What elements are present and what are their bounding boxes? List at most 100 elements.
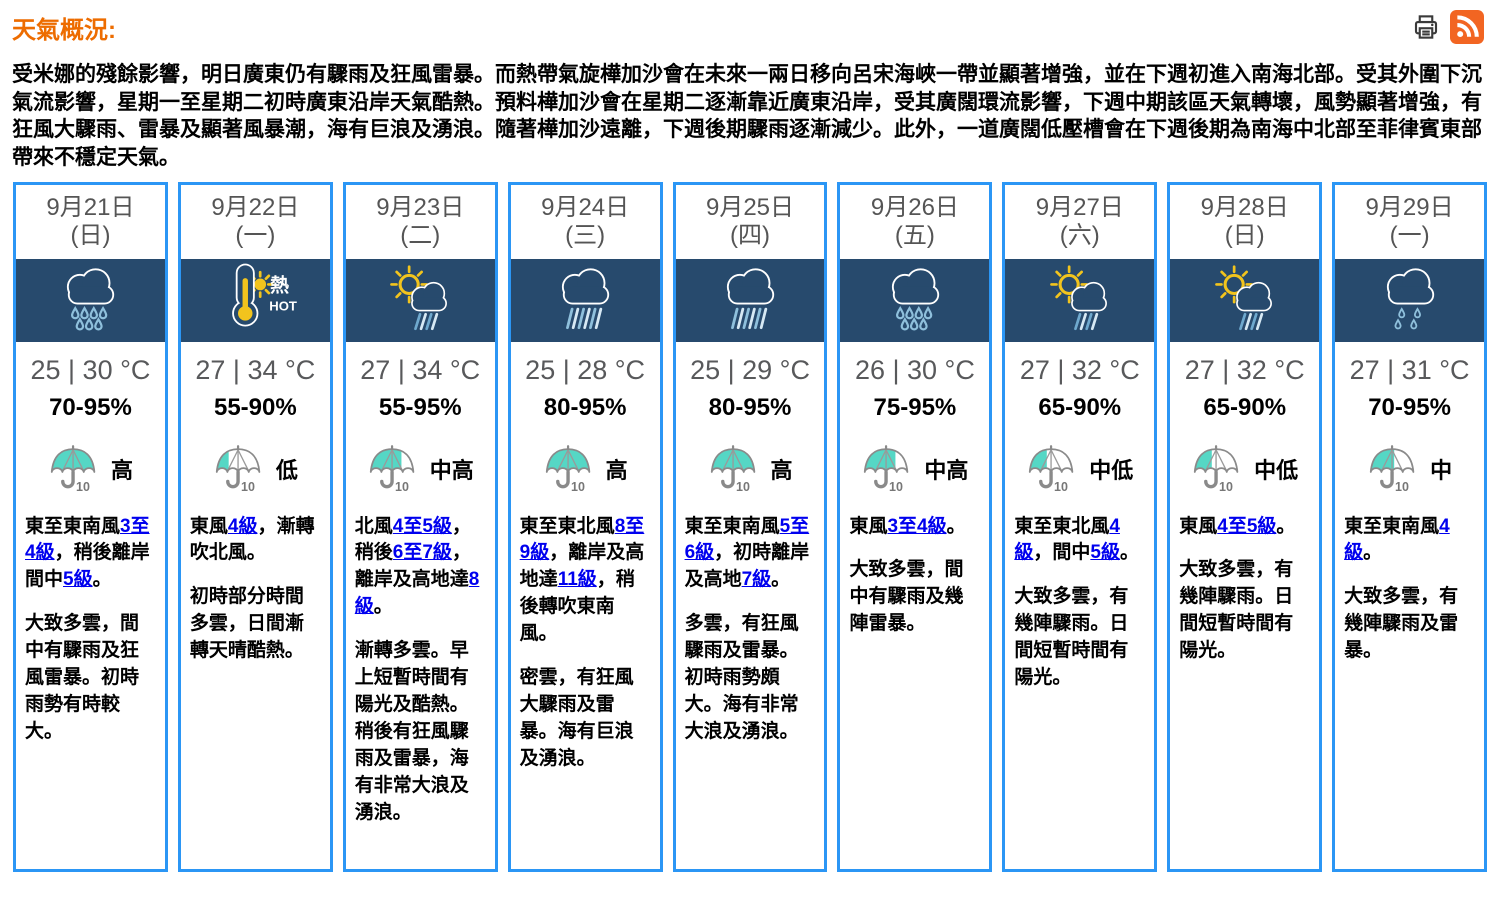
weather-banner: 熱 HOT (180, 258, 330, 342)
wind-text-segment: 東風 (1179, 515, 1218, 537)
print-button[interactable] (1411, 12, 1441, 42)
wind-text-segment: 北風 (354, 515, 393, 537)
temperature-range: 26 | 30 °C (854, 354, 975, 385)
weather-banner (1005, 258, 1155, 342)
light-rain-icon (1373, 260, 1447, 341)
temperature-range: 27 | 34 °C (195, 354, 316, 385)
rain-probability: 10 高 (16, 444, 165, 494)
weather-description-text: 密雲，有狂風大驟雨及雷暴。海有巨浪及湧浪。 (519, 667, 634, 770)
wind-text-segment: 東至東南風 (25, 515, 121, 537)
wind-speed-link[interactable]: 6至7級 (392, 542, 452, 564)
wind-speed-link[interactable]: 11級 (557, 569, 597, 591)
wind-speed-link[interactable]: 5級 (63, 569, 93, 591)
weather-banner (1335, 258, 1485, 342)
wind-text-segment: 東風 (849, 515, 888, 537)
rss-button[interactable] (1450, 10, 1484, 44)
wind-text-segment: 。 (1119, 542, 1139, 564)
umbrella-psr-icon: 10 (369, 444, 414, 494)
sun-shower-icon (1042, 260, 1118, 341)
wind-speed-link[interactable]: 3至4級 (887, 515, 947, 537)
date-label: 9月22日 (一) (211, 193, 300, 250)
wind-text-segment: 。 (1363, 542, 1383, 564)
humidity-range: 55-90% (213, 393, 297, 421)
umbrella-psr-icon: 10 (710, 444, 755, 494)
weather-description-text: 初時部分時間多雲，日間漸轉天晴酷熱。 (189, 586, 304, 662)
wind-text-segment: 東至東北風 (1014, 515, 1110, 537)
wind-speed-link[interactable]: 4至5級 (1217, 515, 1277, 537)
weather-banner (675, 258, 825, 342)
weather-description-text: 多雲，有狂風驟雨及雷暴。初時雨勢頗大。海有非常大浪及湧浪。 (684, 613, 799, 743)
humidity-range: 65-90% (1203, 393, 1287, 421)
wind-speed-link[interactable]: 4級 (227, 515, 258, 537)
date-label: 9月25日 (四) (705, 193, 795, 250)
wind-forecast-text: 東至東南風3至4級，稍後離岸間中5級。 (25, 514, 156, 595)
header-actions (1411, 10, 1484, 44)
temperature-range: 27 | 31 °C (1349, 354, 1470, 385)
forecast-card: 9月27日 (六) 27 | 32 °C 65-90% 10 中低 東至東北風4級… (1002, 181, 1158, 872)
svg-text:10: 10 (736, 480, 750, 494)
wind-text-segment: ，漸轉吹北風。 (189, 515, 315, 564)
wind-speed-link[interactable]: 4級 (1014, 515, 1120, 564)
wind-text-segment: 。 (771, 569, 791, 591)
svg-text:10: 10 (1054, 480, 1068, 494)
rain-probability-label: 高 (770, 457, 793, 483)
weather-banner (1170, 258, 1320, 342)
weather-summary-text: 受米娜的殘餘影響，明日廣東仍有驟雨及狂風雷暴。而熱帶氣旋樺加沙會在未來一兩日移向… (12, 63, 1482, 170)
svg-text:10: 10 (76, 480, 90, 494)
wind-text-segment: ，間中 (1033, 542, 1091, 564)
rain-cloud-icon (878, 260, 952, 341)
wind-text-segment: 東至東南風 (1344, 515, 1440, 537)
sun-shower-icon (382, 260, 458, 341)
umbrella-psr-icon: 10 (1369, 444, 1415, 494)
wind-speed-link[interactable]: 5級 (1090, 542, 1120, 564)
wind-text-segment: ，初時離岸及高地 (684, 542, 810, 591)
humidity-range: 80-95% (543, 393, 627, 421)
humidity-range: 75-95% (873, 393, 957, 421)
rain-probability-label: 高 (605, 457, 628, 483)
rain-probability-label: 高 (110, 457, 133, 483)
rain-probability: 10 中高 (346, 444, 495, 494)
wind-text-segment: 。 (946, 515, 966, 537)
forecast-card: 9月25日 (四) 25 | 29 °C 80-95% 10 高 東至東南風5至6… (672, 181, 828, 872)
wind-speed-link[interactable]: 7級 (741, 569, 772, 591)
svg-text:10: 10 (1395, 480, 1409, 494)
wind-text-segment: ，稍後 (354, 515, 471, 564)
rain-probability-label: 中高 (429, 457, 474, 483)
svg-text:10: 10 (395, 480, 409, 494)
wind-speed-link[interactable]: 4級 (1344, 515, 1450, 564)
humidity-range: 65-90% (1038, 393, 1122, 421)
rain-probability-label: 中 (1430, 457, 1453, 483)
date-label: 9月26日 (五) (870, 193, 959, 250)
date-label: 9月24日 (三) (541, 193, 630, 250)
rain-probability: 10 中低 (1005, 444, 1154, 494)
svg-text:HOT: HOT (269, 298, 297, 313)
wind-text-segment: ，稍後轉吹東南風。 (519, 569, 635, 645)
wind-text-segment: 東至東南風 (684, 515, 780, 537)
svg-text:10: 10 (571, 480, 585, 494)
wind-speed-link[interactable]: 8級 (354, 569, 480, 618)
wind-speed-link[interactable]: 8至9級 (519, 515, 645, 564)
temperature-range: 27 | 34 °C (360, 354, 481, 385)
humidity-range: 55-95% (378, 393, 462, 421)
wind-forecast-text: 東風3至4級。 (849, 514, 980, 541)
date-label: 9月29日 (一) (1365, 193, 1454, 250)
wind-forecast-text: 東至東北風4級，間中5級。 (1014, 514, 1145, 568)
wind-text-segment: 。 (92, 569, 112, 591)
page-title: 天氣概況: (12, 17, 116, 44)
umbrella-psr-icon: 10 (50, 444, 96, 494)
weather-description-text: 漸轉多雲。早上短暫時間有陽光及酷熱。稍後有狂風驟雨及雷暴，海有非常大浪及湧浪。 (354, 640, 469, 824)
wind-speed-link[interactable]: 3至4級 (25, 515, 150, 564)
temperature-range: 25 | 30 °C (30, 354, 151, 385)
wind-speed-link[interactable]: 5至6級 (684, 515, 810, 564)
rain-probability-label: 中低 (1254, 457, 1299, 483)
wind-forecast-text: 東風4級，漸轉吹北風。 (190, 514, 321, 568)
rain-probability-label: 中低 (1089, 457, 1134, 483)
rain-probability: 10 中低 (1170, 444, 1319, 494)
date-label: 9月27日 (六) (1035, 193, 1124, 250)
wind-speed-link[interactable]: 4至5級 (392, 515, 452, 537)
rain-probability: 10 中 (1335, 444, 1484, 494)
umbrella-psr-icon: 10 (1029, 444, 1074, 494)
hot-icon: 熱 HOT (205, 260, 306, 341)
umbrella-psr-icon: 10 (215, 444, 261, 494)
rain-probability-label: 低 (275, 457, 298, 483)
